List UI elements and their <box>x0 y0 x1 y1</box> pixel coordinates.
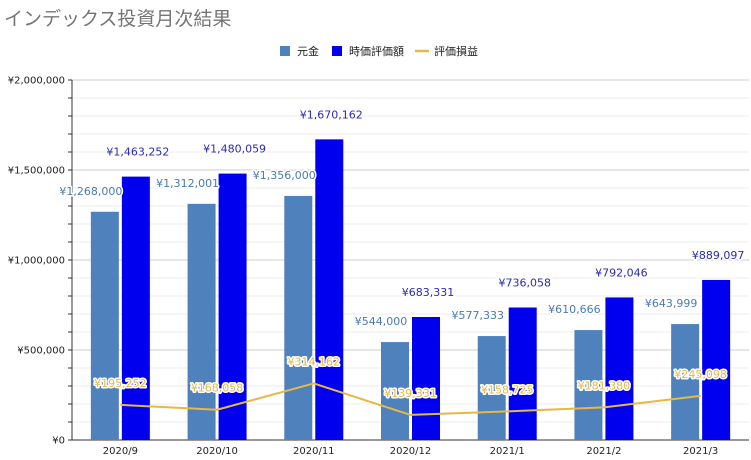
bar <box>121 176 150 441</box>
legend-swatch <box>280 46 290 56</box>
y-tick-label: ¥1,000,000 <box>8 256 65 267</box>
bar <box>218 173 247 440</box>
data-label: ¥1,670,162 <box>300 108 363 121</box>
legend-label: 時価評価額 <box>349 44 404 58</box>
data-label: ¥139,331 <box>384 387 437 400</box>
data-label: ¥544,000 <box>355 315 408 328</box>
x-tick-label: 2020/9 <box>103 446 138 457</box>
legend: 元金 時価評価額 評価損益 <box>280 44 478 58</box>
bar <box>381 342 409 440</box>
data-label: ¥1,480,059 <box>203 143 266 156</box>
data-label: ¥245,098 <box>674 368 727 381</box>
data-label: ¥181,380 <box>578 379 631 392</box>
x-tick-label: 2020/12 <box>390 446 432 457</box>
data-label: ¥577,333 <box>451 309 504 322</box>
x-tick-label: 2020/11 <box>293 446 335 457</box>
gridlines <box>72 79 749 441</box>
x-tick-label: 2021/2 <box>586 446 621 457</box>
data-label: ¥889,097 <box>692 249 745 262</box>
data-label: ¥1,268,000 <box>59 185 122 198</box>
bar <box>605 297 634 440</box>
data-label: ¥158,725 <box>481 383 534 396</box>
y-tick-label: ¥0 <box>52 436 65 447</box>
bar <box>315 139 344 440</box>
data-labels: ¥1,268,000 ¥1,312,001 ¥1,356,000 ¥544,000 ¥5… <box>58 107 746 402</box>
chart-title: インデックス投資月次結果 <box>4 8 232 30</box>
axes: ¥0 ¥500,000 ¥1,000,000 ¥1,500,000 ¥2,000,000… <box>8 76 719 458</box>
x-tick-label: 2021/3 <box>683 446 718 457</box>
data-label: ¥314,162 <box>288 355 341 368</box>
y-tick-label: ¥2,000,000 <box>8 76 65 87</box>
bar <box>187 203 216 440</box>
y-tick-label: ¥500,000 <box>17 346 65 357</box>
data-label: ¥1,463,252 <box>106 146 169 159</box>
x-tick-label: 2020/10 <box>196 446 238 457</box>
bar <box>412 317 440 440</box>
bars <box>90 139 731 441</box>
bar <box>90 211 119 440</box>
line-series <box>120 382 701 416</box>
legend-swatch <box>332 46 342 56</box>
bar <box>284 195 313 440</box>
data-label: ¥168,058 <box>191 382 244 395</box>
data-label: ¥643,999 <box>645 297 698 310</box>
series-line <box>120 382 701 416</box>
data-label: ¥736,058 <box>498 277 551 290</box>
data-label: ¥610,666 <box>548 303 601 316</box>
legend-label: 評価損益 <box>434 44 478 58</box>
bar <box>702 279 731 440</box>
x-tick-label: 2021/1 <box>490 446 525 457</box>
bar <box>671 324 700 440</box>
y-tick-label: ¥1,500,000 <box>8 166 65 177</box>
bar <box>574 330 603 440</box>
data-label: ¥195,252 <box>94 377 147 390</box>
bar <box>477 336 506 440</box>
data-label: ¥792,046 <box>595 266 648 279</box>
data-label: ¥1,356,000 <box>253 169 316 182</box>
bar <box>508 307 537 440</box>
legend-label: 元金 <box>297 44 319 58</box>
data-label: ¥1,312,001 <box>156 177 219 190</box>
data-label: ¥683,331 <box>402 286 455 299</box>
